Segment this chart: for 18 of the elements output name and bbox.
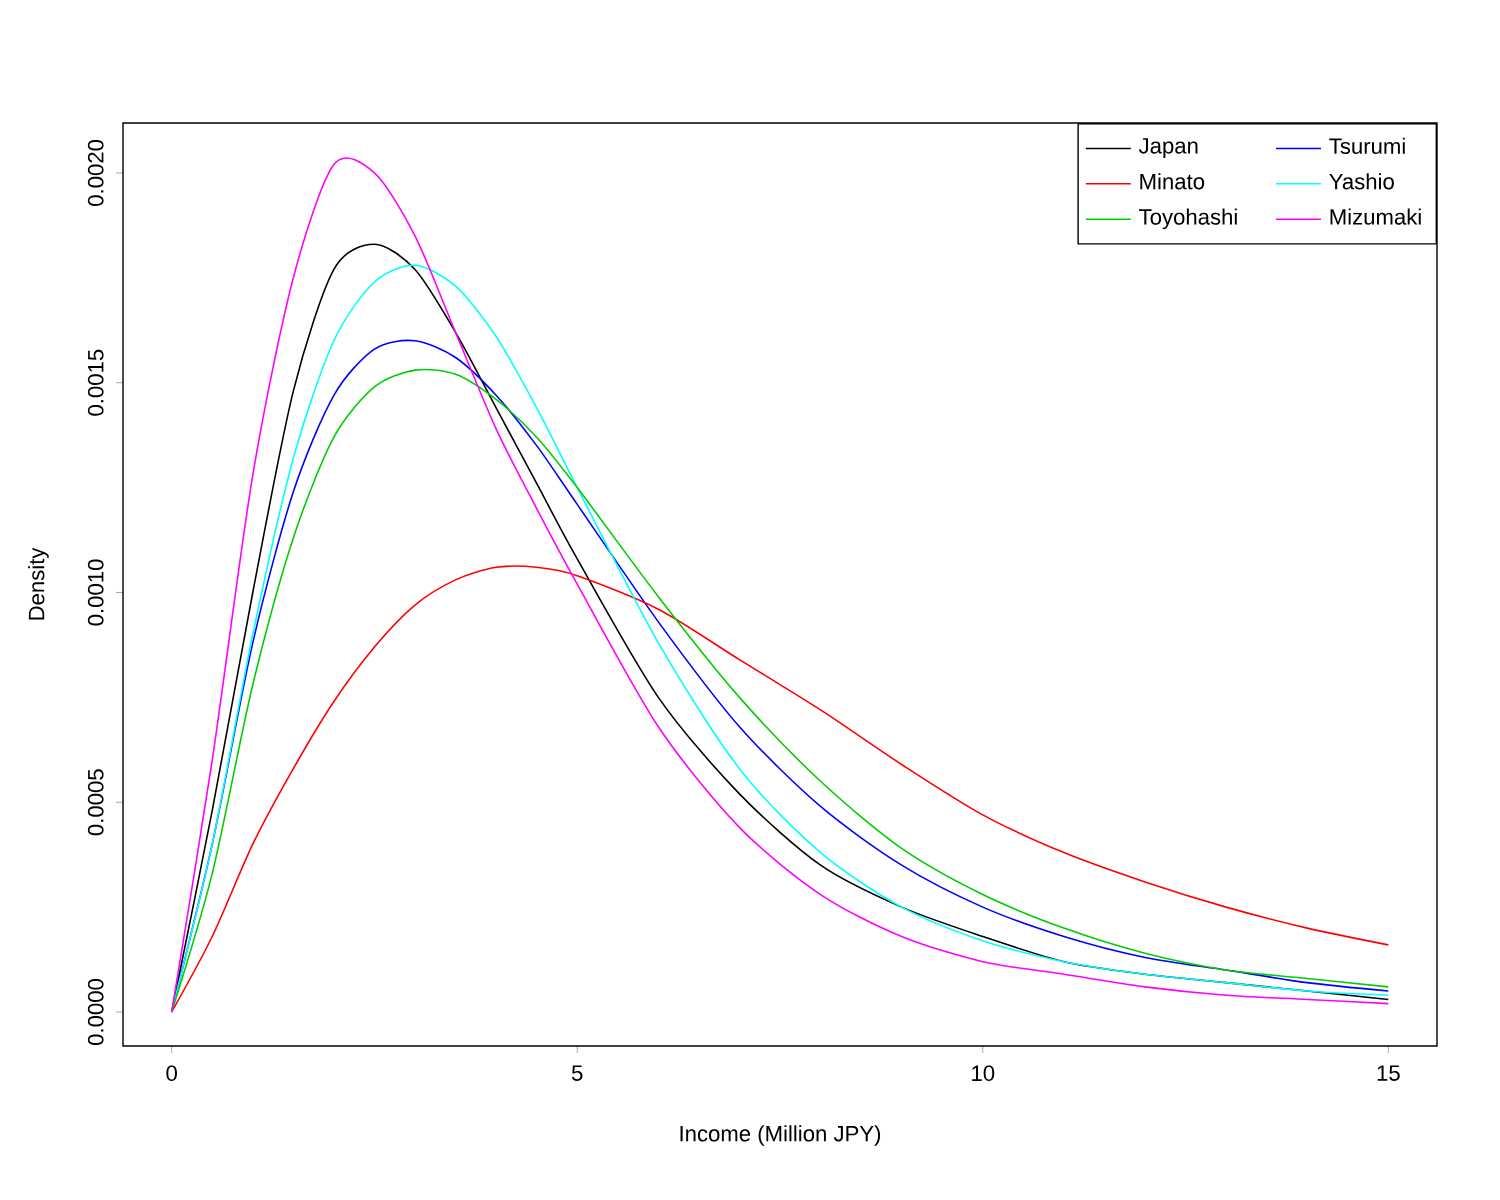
x-tick-label: 5 [571,1065,583,1081]
legend-label: Minato [1140,173,1205,190]
x-tick-label: 15 [1377,1065,1400,1081]
x-tick-label: 10 [972,1065,995,1082]
y-tick-label: 0.0010 [87,559,104,626]
y-tick-label: 0.0015 [87,349,104,416]
y-tick-label: 0.0000 [87,979,104,1045]
legend-label: Mizumaki [1330,208,1421,225]
legend-label: Toyohashi [1139,208,1237,230]
y-tick-label: 0.0020 [87,139,104,206]
line-series [170,565,1390,1013]
x-tick-label: 0 [166,1065,177,1082]
legend-label: Tsurumi [1329,137,1405,155]
y-axis-title: Density [28,547,49,620]
legend-label: Yashio [1329,173,1394,190]
y-tick-label: 0.0005 [87,769,104,836]
legend-label: Japan [1138,138,1198,158]
x-axis-title: Income (Million JPY) [680,1125,881,1146]
